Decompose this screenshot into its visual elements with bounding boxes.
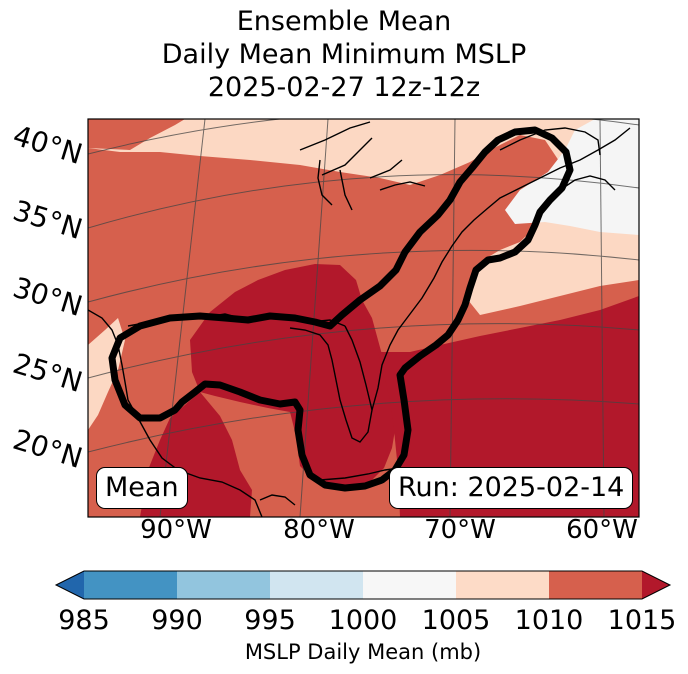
colorbar-tick-985: 985 bbox=[58, 605, 110, 636]
title-line-3: 2025-02-27 12z-12z bbox=[207, 72, 481, 103]
colorbar-extend-high bbox=[642, 571, 670, 599]
lon-label-70w: 70°W bbox=[424, 515, 496, 545]
colorbar-tick-1015: 1015 bbox=[607, 605, 677, 636]
pressure-field-1005-1010-north bbox=[88, 119, 639, 315]
title-line-2: Daily Mean Minimum MSLP bbox=[161, 39, 527, 70]
pressure-field-below-1000 bbox=[505, 119, 639, 235]
lon-label-60w: 60°W bbox=[566, 515, 638, 545]
colorbar-tick-995: 995 bbox=[244, 605, 296, 636]
mean-label-box: Mean bbox=[96, 467, 188, 509]
run-date-box: Run: 2025-02-14 bbox=[389, 467, 634, 509]
coastlines bbox=[88, 121, 631, 517]
colorbar-tick-1010: 1010 bbox=[514, 605, 584, 636]
colorbar-segment-985-990 bbox=[84, 571, 177, 599]
lon-label-90w: 90°W bbox=[140, 515, 212, 545]
colorbar-extend-low bbox=[56, 571, 84, 599]
colorbar-segment-990-995 bbox=[177, 571, 270, 599]
colorbar-tick-1005: 1005 bbox=[421, 605, 491, 636]
colorbar-segment-1005-1010 bbox=[456, 571, 549, 599]
colorbar-segment-995-1000 bbox=[270, 571, 363, 599]
colorbar-segment-1010-1015 bbox=[549, 571, 642, 599]
colorbar-tick-990: 990 bbox=[151, 605, 203, 636]
mean-pressure-contour bbox=[108, 126, 574, 492]
colorbar-tick-1000: 1000 bbox=[328, 605, 398, 636]
colorbar bbox=[54, 570, 672, 600]
colorbar-segment-1000-1005 bbox=[363, 571, 456, 599]
lon-label-80w: 80°W bbox=[283, 515, 355, 545]
colorbar-title: MSLP Daily Mean (mb) bbox=[244, 640, 482, 664]
title-line-1: Ensemble Mean bbox=[236, 6, 452, 37]
pressure-field-above-1015-atlantic bbox=[378, 296, 639, 517]
